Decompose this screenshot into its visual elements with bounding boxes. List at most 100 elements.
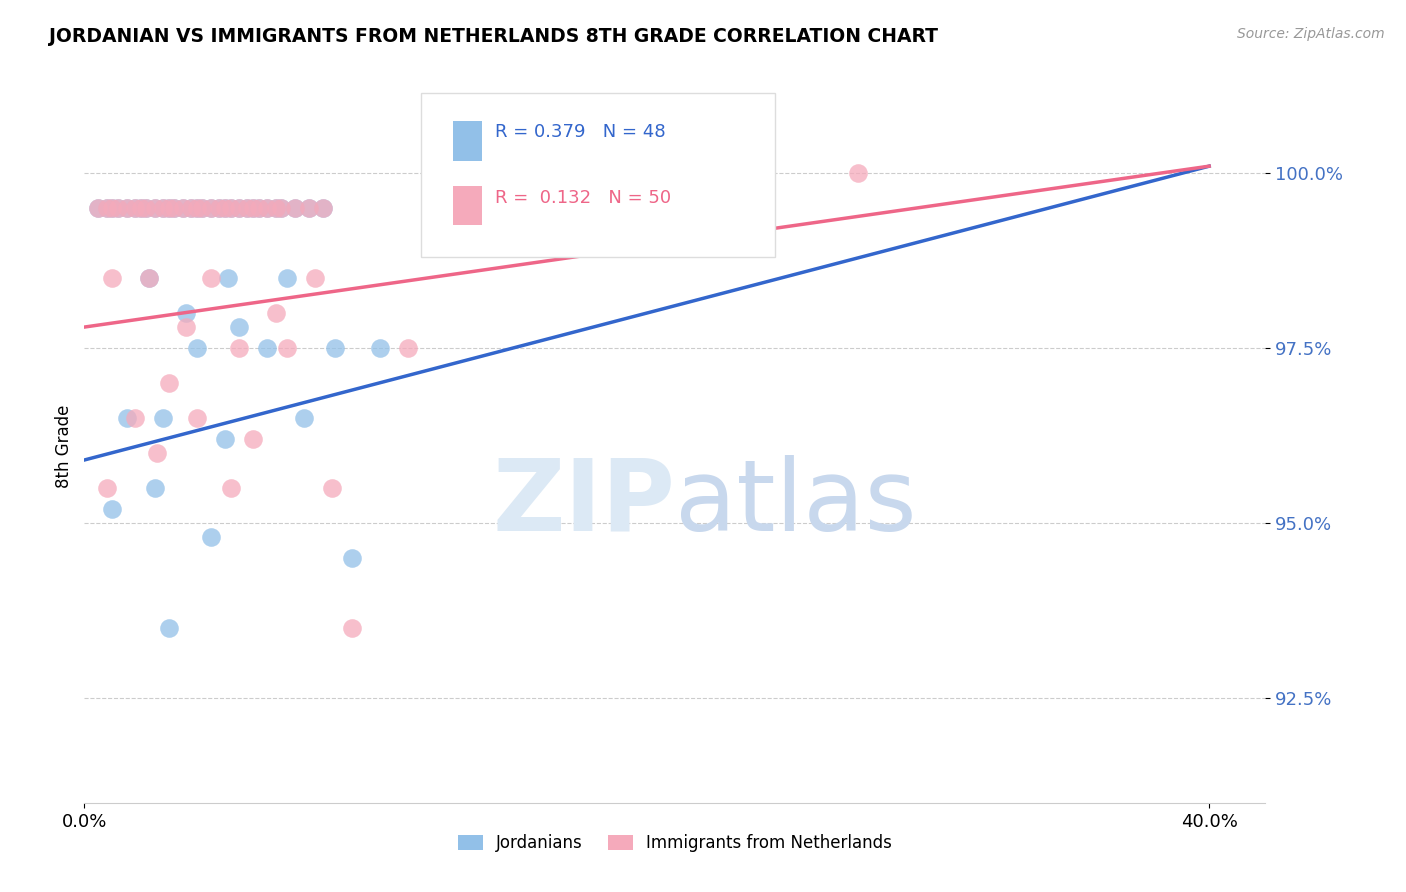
Point [298, 201, 321, 215]
Point [87, 201, 110, 215]
Point [115, 411, 138, 425]
Point [247, 201, 270, 215]
Point [129, 201, 152, 215]
Point [96, 201, 118, 215]
Point [340, 550, 363, 565]
Point [256, 341, 278, 355]
Point [186, 201, 208, 215]
Point [143, 201, 166, 215]
Point [101, 271, 124, 285]
Point [846, 166, 869, 180]
Point [157, 621, 180, 635]
Point [152, 201, 174, 215]
Point [256, 201, 278, 215]
Point [214, 432, 236, 446]
Point [138, 271, 160, 285]
Point [143, 481, 166, 495]
Point [208, 201, 231, 215]
Point [107, 201, 129, 215]
Point [200, 530, 222, 544]
Legend: Jordanians, Immigrants from Netherlands: Jordanians, Immigrants from Netherlands [451, 828, 898, 859]
Point [284, 201, 307, 215]
Point [163, 201, 186, 215]
FancyBboxPatch shape [420, 93, 775, 257]
Point [217, 271, 239, 285]
Point [214, 201, 236, 215]
Point [143, 201, 166, 215]
Point [264, 306, 287, 320]
Point [219, 481, 242, 495]
Point [270, 201, 292, 215]
Point [191, 201, 214, 215]
Text: R = 0.379   N = 48: R = 0.379 N = 48 [495, 123, 666, 141]
Point [101, 201, 124, 215]
Point [200, 271, 222, 285]
Point [101, 502, 124, 516]
Point [284, 201, 307, 215]
Point [276, 341, 298, 355]
Point [292, 411, 315, 425]
Point [124, 201, 146, 215]
Point [321, 481, 343, 495]
Point [264, 201, 287, 215]
Point [481, 201, 503, 215]
Bar [453, 186, 482, 225]
Point [242, 432, 264, 446]
Point [214, 201, 236, 215]
Point [174, 320, 197, 334]
Point [256, 201, 278, 215]
Point [115, 201, 138, 215]
Point [124, 411, 146, 425]
Point [242, 201, 264, 215]
Point [200, 201, 222, 215]
Point [200, 201, 222, 215]
Point [163, 201, 186, 215]
Point [236, 201, 259, 215]
Point [304, 271, 326, 285]
Point [228, 341, 250, 355]
Point [152, 201, 174, 215]
Point [312, 201, 335, 215]
Point [157, 201, 180, 215]
Point [340, 621, 363, 635]
Point [96, 481, 118, 495]
Point [157, 201, 180, 215]
Text: atlas: atlas [675, 455, 917, 551]
Point [219, 201, 242, 215]
Point [247, 201, 270, 215]
Point [107, 201, 129, 215]
Point [396, 341, 419, 355]
Point [242, 201, 264, 215]
Point [180, 201, 202, 215]
Point [208, 201, 231, 215]
Point [129, 201, 152, 215]
Point [298, 201, 321, 215]
Point [138, 271, 160, 285]
Point [172, 201, 194, 215]
Point [115, 201, 138, 215]
Bar [453, 121, 482, 161]
Point [236, 201, 259, 215]
Text: R =  0.132   N = 50: R = 0.132 N = 50 [495, 189, 672, 207]
Point [180, 201, 202, 215]
Point [186, 201, 208, 215]
Point [146, 446, 169, 460]
Point [174, 306, 197, 320]
Point [276, 271, 298, 285]
Point [135, 201, 157, 215]
Point [270, 201, 292, 215]
Point [135, 201, 157, 215]
Point [228, 320, 250, 334]
Point [157, 376, 180, 390]
Point [96, 201, 118, 215]
Point [323, 341, 346, 355]
Point [172, 201, 194, 215]
Y-axis label: 8th Grade: 8th Grade [55, 404, 73, 488]
Point [186, 411, 208, 425]
Point [152, 411, 174, 425]
Point [228, 201, 250, 215]
Point [186, 341, 208, 355]
Point [228, 201, 250, 215]
Point [312, 201, 335, 215]
Point [124, 201, 146, 215]
